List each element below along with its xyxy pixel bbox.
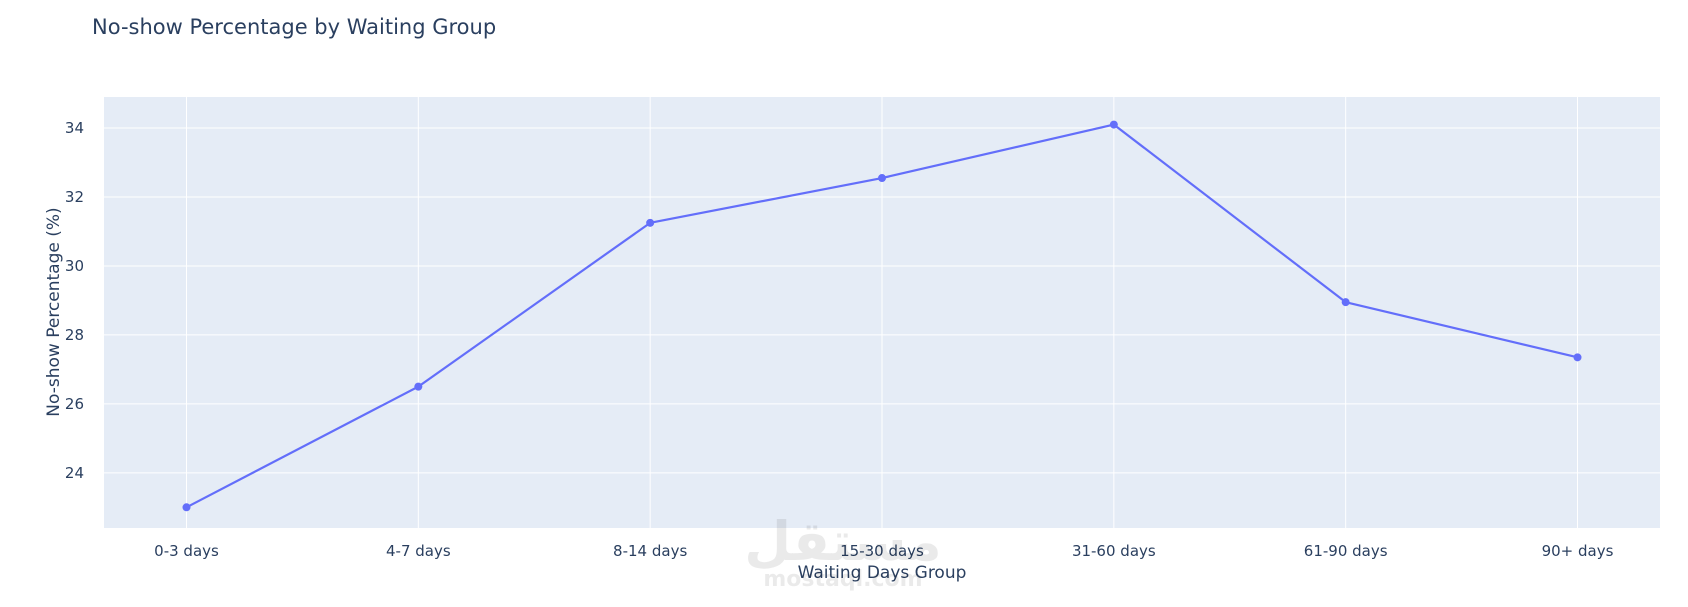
x-tick-label: 15-30 days [840, 542, 924, 560]
x-tick-label: 4-7 days [386, 542, 451, 560]
watermark-url-text: mostaql.com [763, 567, 922, 592]
y-axis-ticks: 24 26 28 30 32 34 [65, 119, 84, 482]
chart-title: No-show Percentage by Waiting Group [92, 15, 496, 39]
data-point [1573, 353, 1582, 362]
y-axis-title: No-show Percentage (%) [44, 207, 64, 416]
x-tick-label: 90+ days [1542, 542, 1614, 560]
x-tick-label: 0-3 days [154, 542, 219, 560]
y-tick-label: 26 [65, 395, 84, 413]
x-tick-label: 61-90 days [1304, 542, 1388, 560]
series-layer [182, 120, 1582, 512]
y-tick-label: 34 [65, 119, 84, 137]
y-tick-label: 30 [65, 257, 84, 275]
gridlines [104, 97, 1660, 528]
data-point [414, 382, 423, 391]
data-point [1109, 120, 1118, 129]
x-axis-title: Waiting Days Group [798, 563, 967, 583]
x-tick-label: 8-14 days [613, 542, 687, 560]
watermark-logo-text: مستقل [744, 510, 942, 573]
data-point [646, 218, 655, 227]
data-point [182, 503, 191, 512]
y-tick-label: 32 [65, 188, 84, 206]
y-tick-label: 24 [65, 464, 84, 482]
y-tick-label: 28 [65, 326, 84, 344]
x-tick-label: 31-60 days [1072, 542, 1156, 560]
data-point [878, 174, 886, 183]
x-axis-ticks: 0-3 days 4-7 days 8-14 days 15-30 days 31-60… [154, 542, 1613, 560]
watermark: مستقل mostaql.com [744, 510, 942, 592]
data-point [1341, 298, 1350, 307]
